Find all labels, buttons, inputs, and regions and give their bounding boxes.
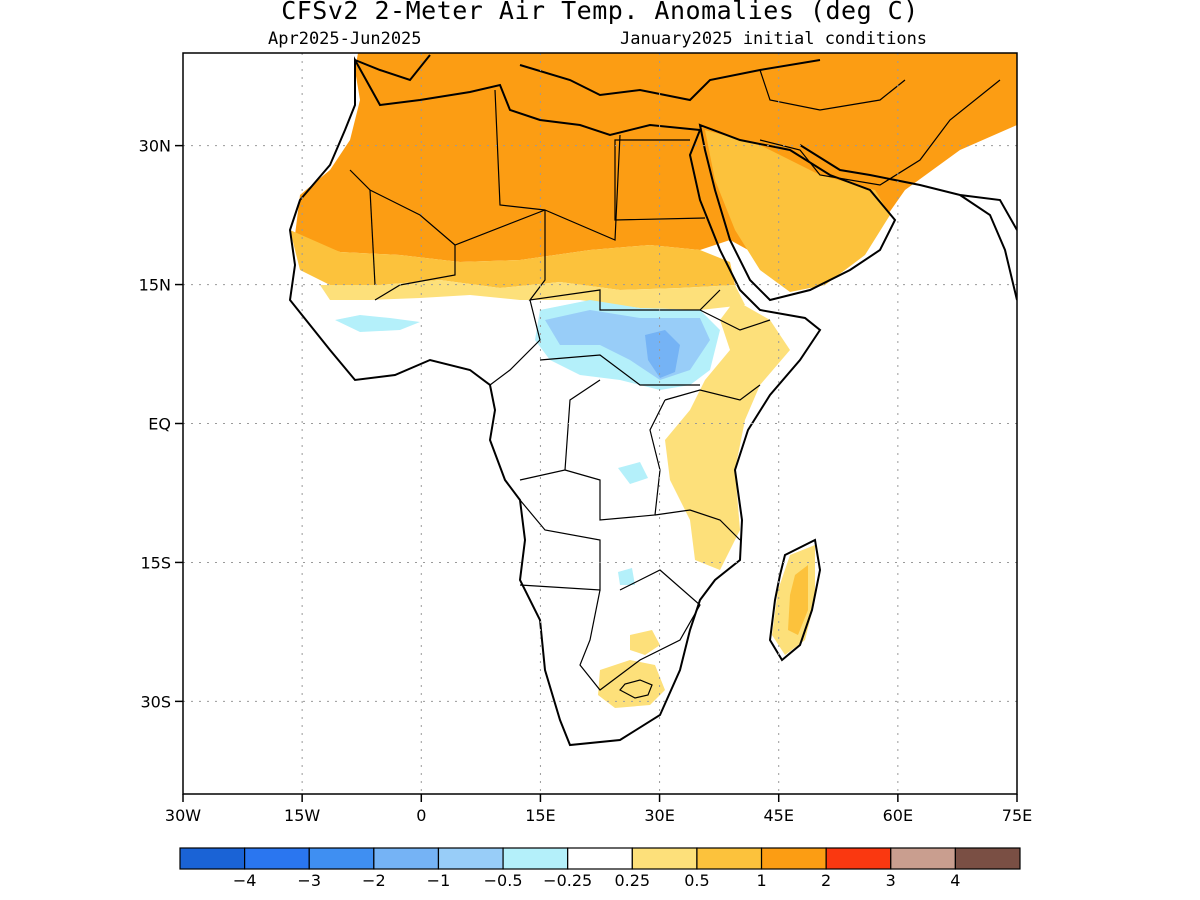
colorbar-swatch <box>567 847 633 870</box>
lon-tick-label: 45E <box>763 806 793 825</box>
lat-tick-label: 30S <box>140 692 171 711</box>
warm-anomaly-arabia <box>705 130 890 292</box>
axes: 30N 15N EQ 15S 30S 30W 15W 0 15E 30E 45E 60E 75E <box>139 137 1033 825</box>
lat-tick-label: 15S <box>140 553 171 572</box>
cool-anomaly-central-core <box>645 330 680 378</box>
grid-lines <box>182 53 1018 794</box>
lat-tick-label: EQ <box>148 415 171 434</box>
border-angola <box>519 499 601 591</box>
colorbar-label: 0.25 <box>614 871 650 890</box>
colorbar-swatch <box>825 847 892 870</box>
colorbar-label: −3 <box>297 871 321 890</box>
border-egypt-sudan <box>614 139 706 221</box>
anomaly-layer <box>290 53 1017 708</box>
border-southern-africa <box>579 569 701 691</box>
country-borders <box>349 69 1001 699</box>
lon-tick-label: 30E <box>644 806 674 825</box>
arabia-coastline <box>698 123 897 302</box>
warm-anomaly-north <box>295 53 1017 262</box>
colorbar-label: −0.25 <box>543 871 592 890</box>
colorbar-swatch <box>760 847 827 870</box>
border-tanzania <box>654 509 741 541</box>
colorbar-swatch <box>373 847 440 870</box>
colorbar-swatch <box>179 847 246 870</box>
map-title: CFSv2 2-Meter Air Temp. Anomalies (deg C… <box>281 0 919 25</box>
light-warm-south-africa-north <box>630 630 660 655</box>
border-congo <box>519 379 601 481</box>
border-sahel-west <box>374 245 456 301</box>
colorbar-label: −2 <box>362 871 386 890</box>
border-ethiopia <box>699 309 771 331</box>
border-middle-east <box>759 79 1001 186</box>
colorbar-label: −4 <box>233 871 257 890</box>
colorbar-swatch <box>631 847 698 870</box>
colorbar-label: 1 <box>756 871 766 890</box>
colorbar-label: −0.5 <box>484 871 523 890</box>
colorbar: −4 −3 −2 −1 −0.5 −0.25 0.25 0.5 1 2 3 4 <box>179 847 1021 890</box>
cool-anomaly-angola <box>618 568 635 585</box>
valid-period: Apr2025-Jun2025 <box>268 29 422 49</box>
lon-tick-label: 75E <box>1002 806 1032 825</box>
border-drc-east <box>564 399 666 521</box>
warm-spot-madagascar-inner <box>788 565 808 635</box>
cool-anomaly-congo <box>618 462 648 484</box>
border-lesotho <box>619 679 653 699</box>
persia-coastline <box>799 144 1017 231</box>
lat-tick-label: 15N <box>139 276 171 295</box>
border-algeria-libya <box>494 89 546 211</box>
border-east-africa <box>664 384 761 401</box>
colorbar-swatch <box>502 847 569 870</box>
colorbar-swatch <box>244 847 310 870</box>
madagascar-coastline <box>768 538 822 662</box>
colorbar-label: 3 <box>886 871 896 890</box>
med-north-coast <box>354 54 821 102</box>
light-warm-sahel <box>320 280 745 310</box>
lon-tick-label: 30W <box>165 806 201 825</box>
border-car-sudan <box>539 354 700 386</box>
lon-tick-label: 60E <box>883 806 913 825</box>
lon-tick-label: 15E <box>525 806 555 825</box>
colorbar-label: −1 <box>427 871 451 890</box>
warm-anomaly-sahel <box>290 230 735 290</box>
colorbar-swatch <box>696 847 763 870</box>
light-warm-south-africa <box>598 660 665 708</box>
lon-tick-label: 0 <box>416 806 426 825</box>
africa-coastline <box>288 56 822 747</box>
colorbar-label: 2 <box>821 871 831 890</box>
colorbar-swatch <box>954 847 1021 870</box>
colorbar-label: 0.5 <box>684 871 709 890</box>
colorbar-swatch <box>308 847 375 870</box>
light-warm-east-africa <box>665 300 790 570</box>
india-coastline <box>959 194 1017 301</box>
border-nigeria-cameroon <box>489 299 541 386</box>
border-mali-mauritania <box>369 189 376 286</box>
lat-tick-label: 30N <box>139 137 171 156</box>
colorbar-swatch <box>890 847 956 870</box>
colorbar-swatch <box>437 847 504 870</box>
initial-conditions: January2025 initial conditions <box>620 29 928 49</box>
border-levant-iraq <box>759 69 906 111</box>
cool-anomaly-west <box>335 315 420 332</box>
colorbar-label: 4 <box>950 871 960 890</box>
lon-tick-label: 15W <box>284 806 320 825</box>
coastlines <box>288 54 1017 747</box>
